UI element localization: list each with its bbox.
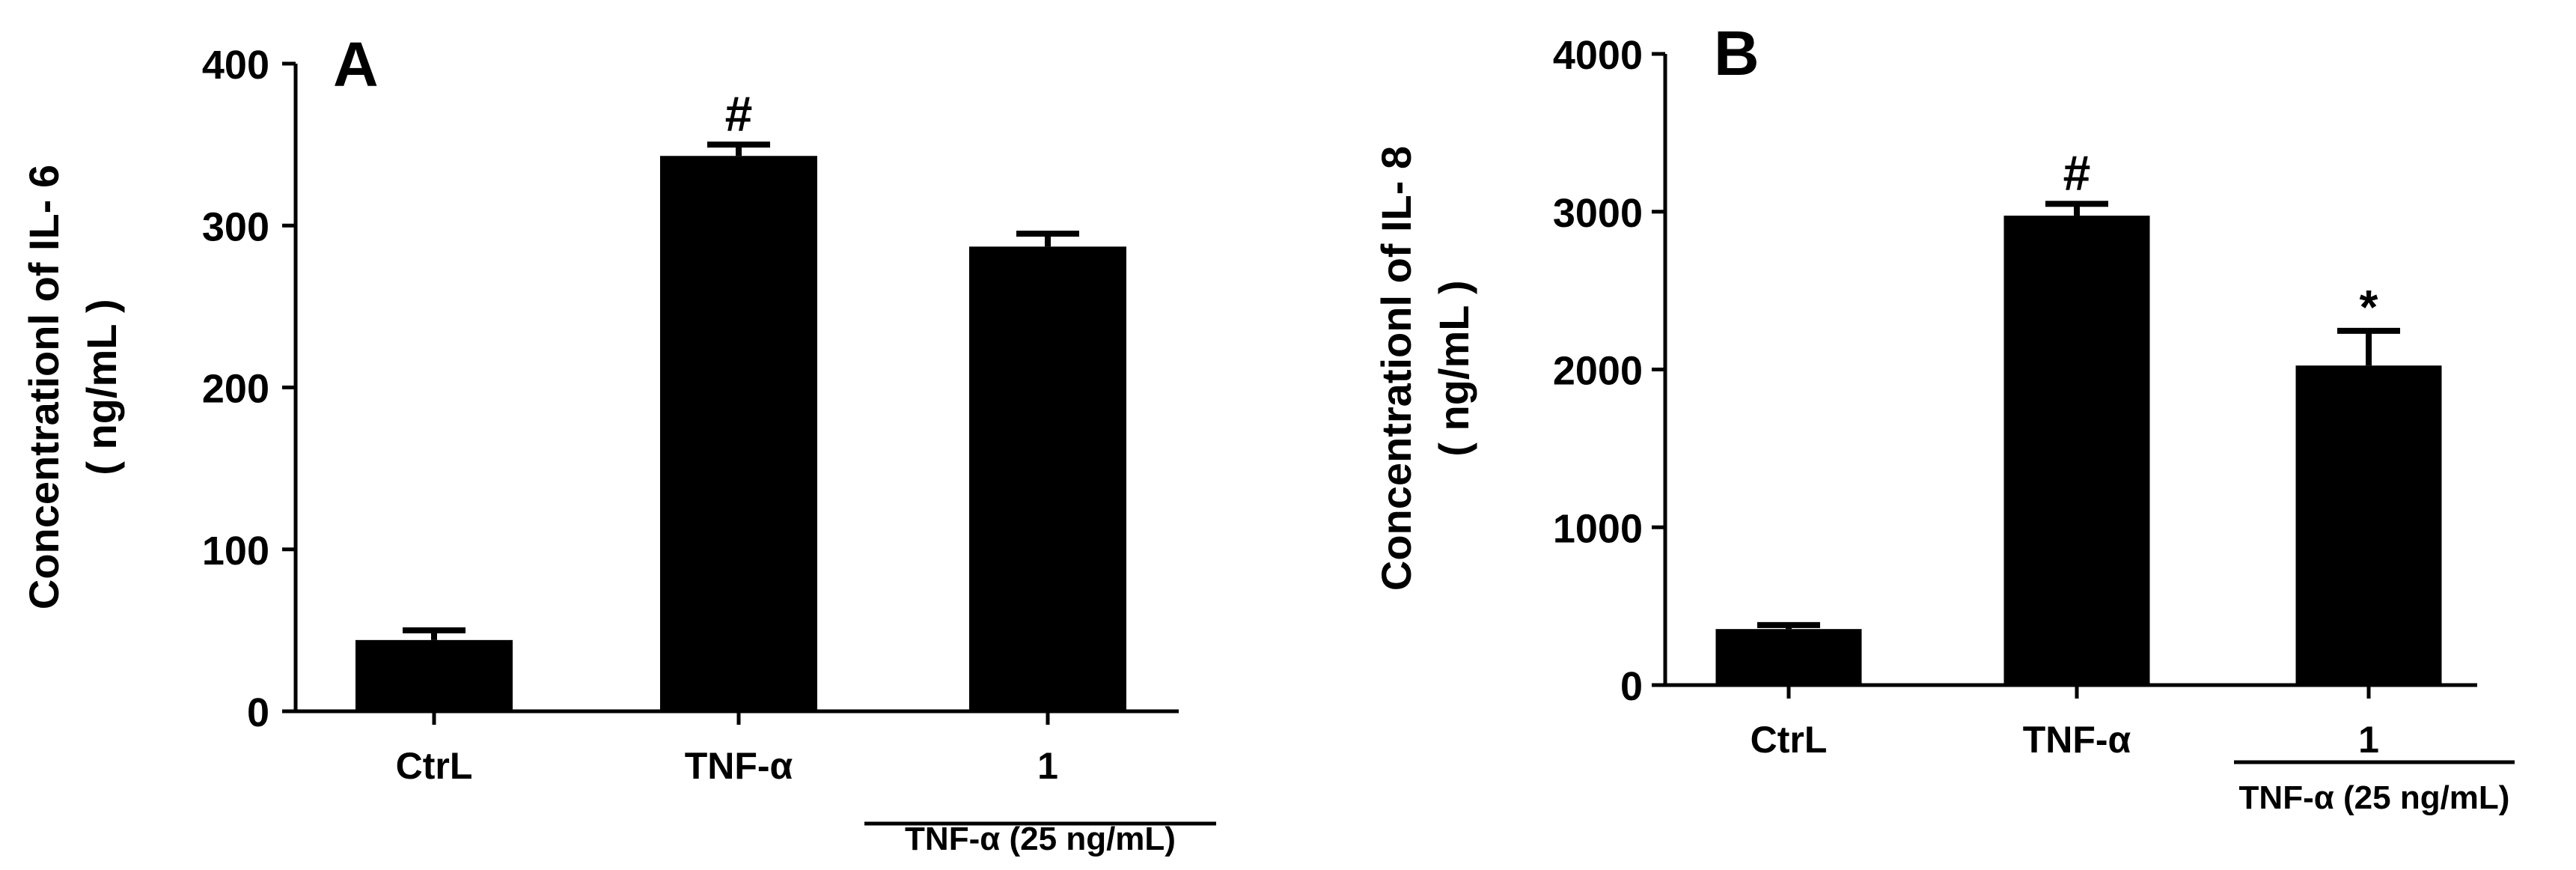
panel-label: A xyxy=(333,29,379,100)
bar xyxy=(660,156,817,711)
significance-asterisk: * xyxy=(2360,280,2378,334)
significance-hash: # xyxy=(2063,145,2091,201)
bar xyxy=(969,246,1126,711)
bar xyxy=(2295,365,2442,685)
y-axis-unit: ( ng/mL ) xyxy=(1430,280,1477,456)
y-tick-label: 1000 xyxy=(1553,506,1643,551)
y-tick-label: 4000 xyxy=(1553,33,1643,78)
category-label: 1 xyxy=(1037,745,1058,787)
category-label: TNF-α xyxy=(2023,719,2131,761)
panel-b: 0 1000 2000 3000 4000 CtrL # TNF-α * 1 B Concentrat… xyxy=(1373,18,2515,816)
category-label: 1 xyxy=(2358,719,2379,761)
y-axis-unit: ( ng/mL ) xyxy=(78,299,125,475)
y-tick-label: 0 xyxy=(247,690,269,735)
category-label: TNF-α xyxy=(685,745,793,787)
y-tick-label: 2000 xyxy=(1553,349,1643,394)
y-axis-label: Concentrationl of IL- 6 xyxy=(20,165,67,609)
y-tick-label: 100 xyxy=(202,529,269,574)
significance-hash: # xyxy=(725,86,753,142)
panel-a: 0 100 200 300 400 CtrL # TNF-α 1 A Concentrationl … xyxy=(20,29,1216,857)
group-label: TNF-α (25 ng/mL) xyxy=(2239,779,2510,816)
y-tick-label: 400 xyxy=(202,43,269,88)
category-label: CtrL xyxy=(1751,719,1828,761)
y-axis-label: Concentrationl of IL- 8 xyxy=(1373,146,1420,591)
group-label: TNF-α (25 ng/mL) xyxy=(905,821,1176,857)
bar xyxy=(1715,629,1862,685)
category-label: CtrL xyxy=(396,745,473,787)
panel-label: B xyxy=(1714,18,1759,88)
bar xyxy=(2003,216,2150,685)
y-tick-label: 3000 xyxy=(1553,191,1643,236)
bar xyxy=(355,639,513,711)
y-tick-label: 0 xyxy=(1620,664,1643,709)
y-tick-label: 300 xyxy=(202,204,269,249)
y-tick-label: 200 xyxy=(202,367,269,412)
